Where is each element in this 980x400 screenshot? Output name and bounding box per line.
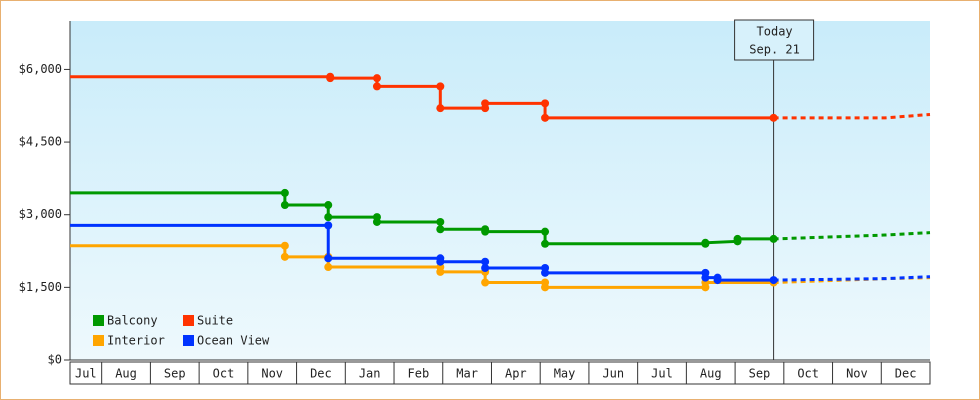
point-marker <box>324 213 333 222</box>
legend-label: Balcony <box>107 314 158 328</box>
forecast-line <box>773 112 931 120</box>
point-marker <box>769 276 778 285</box>
point-marker <box>372 82 381 91</box>
point-marker <box>701 238 710 247</box>
point-marker <box>481 99 490 108</box>
point-marker <box>324 201 333 210</box>
point-marker <box>280 201 289 210</box>
forecast-line <box>773 231 931 241</box>
series-line <box>70 191 774 246</box>
point-marker <box>372 217 381 226</box>
point-marker <box>372 74 381 83</box>
point-marker <box>541 227 550 236</box>
point-marker <box>541 268 550 277</box>
point-marker <box>326 74 335 83</box>
y-tick-label: $3,000 <box>19 207 62 221</box>
x-tick-label: Aug <box>700 367 722 381</box>
y-tick-label: $0 <box>48 353 62 367</box>
point-marker <box>324 254 333 263</box>
x-tick-label: Apr <box>505 367 527 381</box>
point-marker <box>769 113 778 122</box>
x-tick-label: Feb <box>408 367 430 381</box>
point-marker <box>436 82 445 91</box>
point-marker <box>481 263 490 272</box>
x-tick-label: Sep <box>749 367 771 381</box>
point-marker <box>280 252 289 261</box>
plot-area <box>70 21 930 360</box>
legend-label: Ocean View <box>197 334 270 348</box>
point-marker <box>280 241 289 250</box>
y-tick-label: $1,500 <box>19 280 62 294</box>
point-marker <box>541 99 550 108</box>
forecast-line <box>773 275 931 282</box>
x-tick-label: Mar <box>456 367 478 381</box>
x-tick-label: Jun <box>602 367 624 381</box>
y-tick-label: $6,000 <box>19 62 62 76</box>
x-tick-label: May <box>554 367 576 381</box>
point-marker <box>436 225 445 234</box>
point-marker <box>481 278 490 287</box>
point-marker <box>280 188 289 197</box>
point-marker <box>324 263 333 272</box>
legend-swatch <box>93 335 104 346</box>
x-axis-band <box>69 361 931 385</box>
x-tick-label: Dec <box>310 367 332 381</box>
x-tick-label: Nov <box>846 367 868 381</box>
x-tick-label: Sep <box>164 367 186 381</box>
point-marker <box>541 239 550 248</box>
x-tick-label: Nov <box>261 367 283 381</box>
x-tick-label: Aug <box>115 367 137 381</box>
y-tick-label: $4,500 <box>19 135 62 149</box>
legend-swatch <box>183 335 194 346</box>
point-marker <box>436 257 445 266</box>
x-tick-label: Oct <box>797 367 819 381</box>
point-marker <box>701 273 710 282</box>
x-tick-label: Jul <box>651 367 673 381</box>
legend-label: Interior <box>107 334 165 348</box>
point-marker <box>769 234 778 243</box>
legend-swatch <box>183 315 194 326</box>
legend-swatch <box>93 315 104 326</box>
x-tick-label: Oct <box>213 367 235 381</box>
today-label: Today <box>757 25 793 39</box>
point-marker <box>541 283 550 292</box>
point-marker <box>481 257 490 266</box>
point-marker <box>713 276 722 285</box>
x-tick-label: Jul <box>75 367 97 381</box>
point-marker <box>436 267 445 276</box>
today-label: Sep. 21 <box>749 43 800 57</box>
x-tick-label: Jan <box>359 367 381 381</box>
today-box <box>734 19 815 61</box>
point-marker <box>733 234 742 243</box>
series-line <box>70 244 774 289</box>
legend-label: Suite <box>197 314 233 328</box>
point-marker <box>324 221 333 230</box>
x-tick-label: Dec <box>895 367 917 381</box>
point-marker <box>436 104 445 113</box>
point-marker <box>481 227 490 236</box>
point-marker <box>436 217 445 226</box>
point-marker <box>541 113 550 122</box>
